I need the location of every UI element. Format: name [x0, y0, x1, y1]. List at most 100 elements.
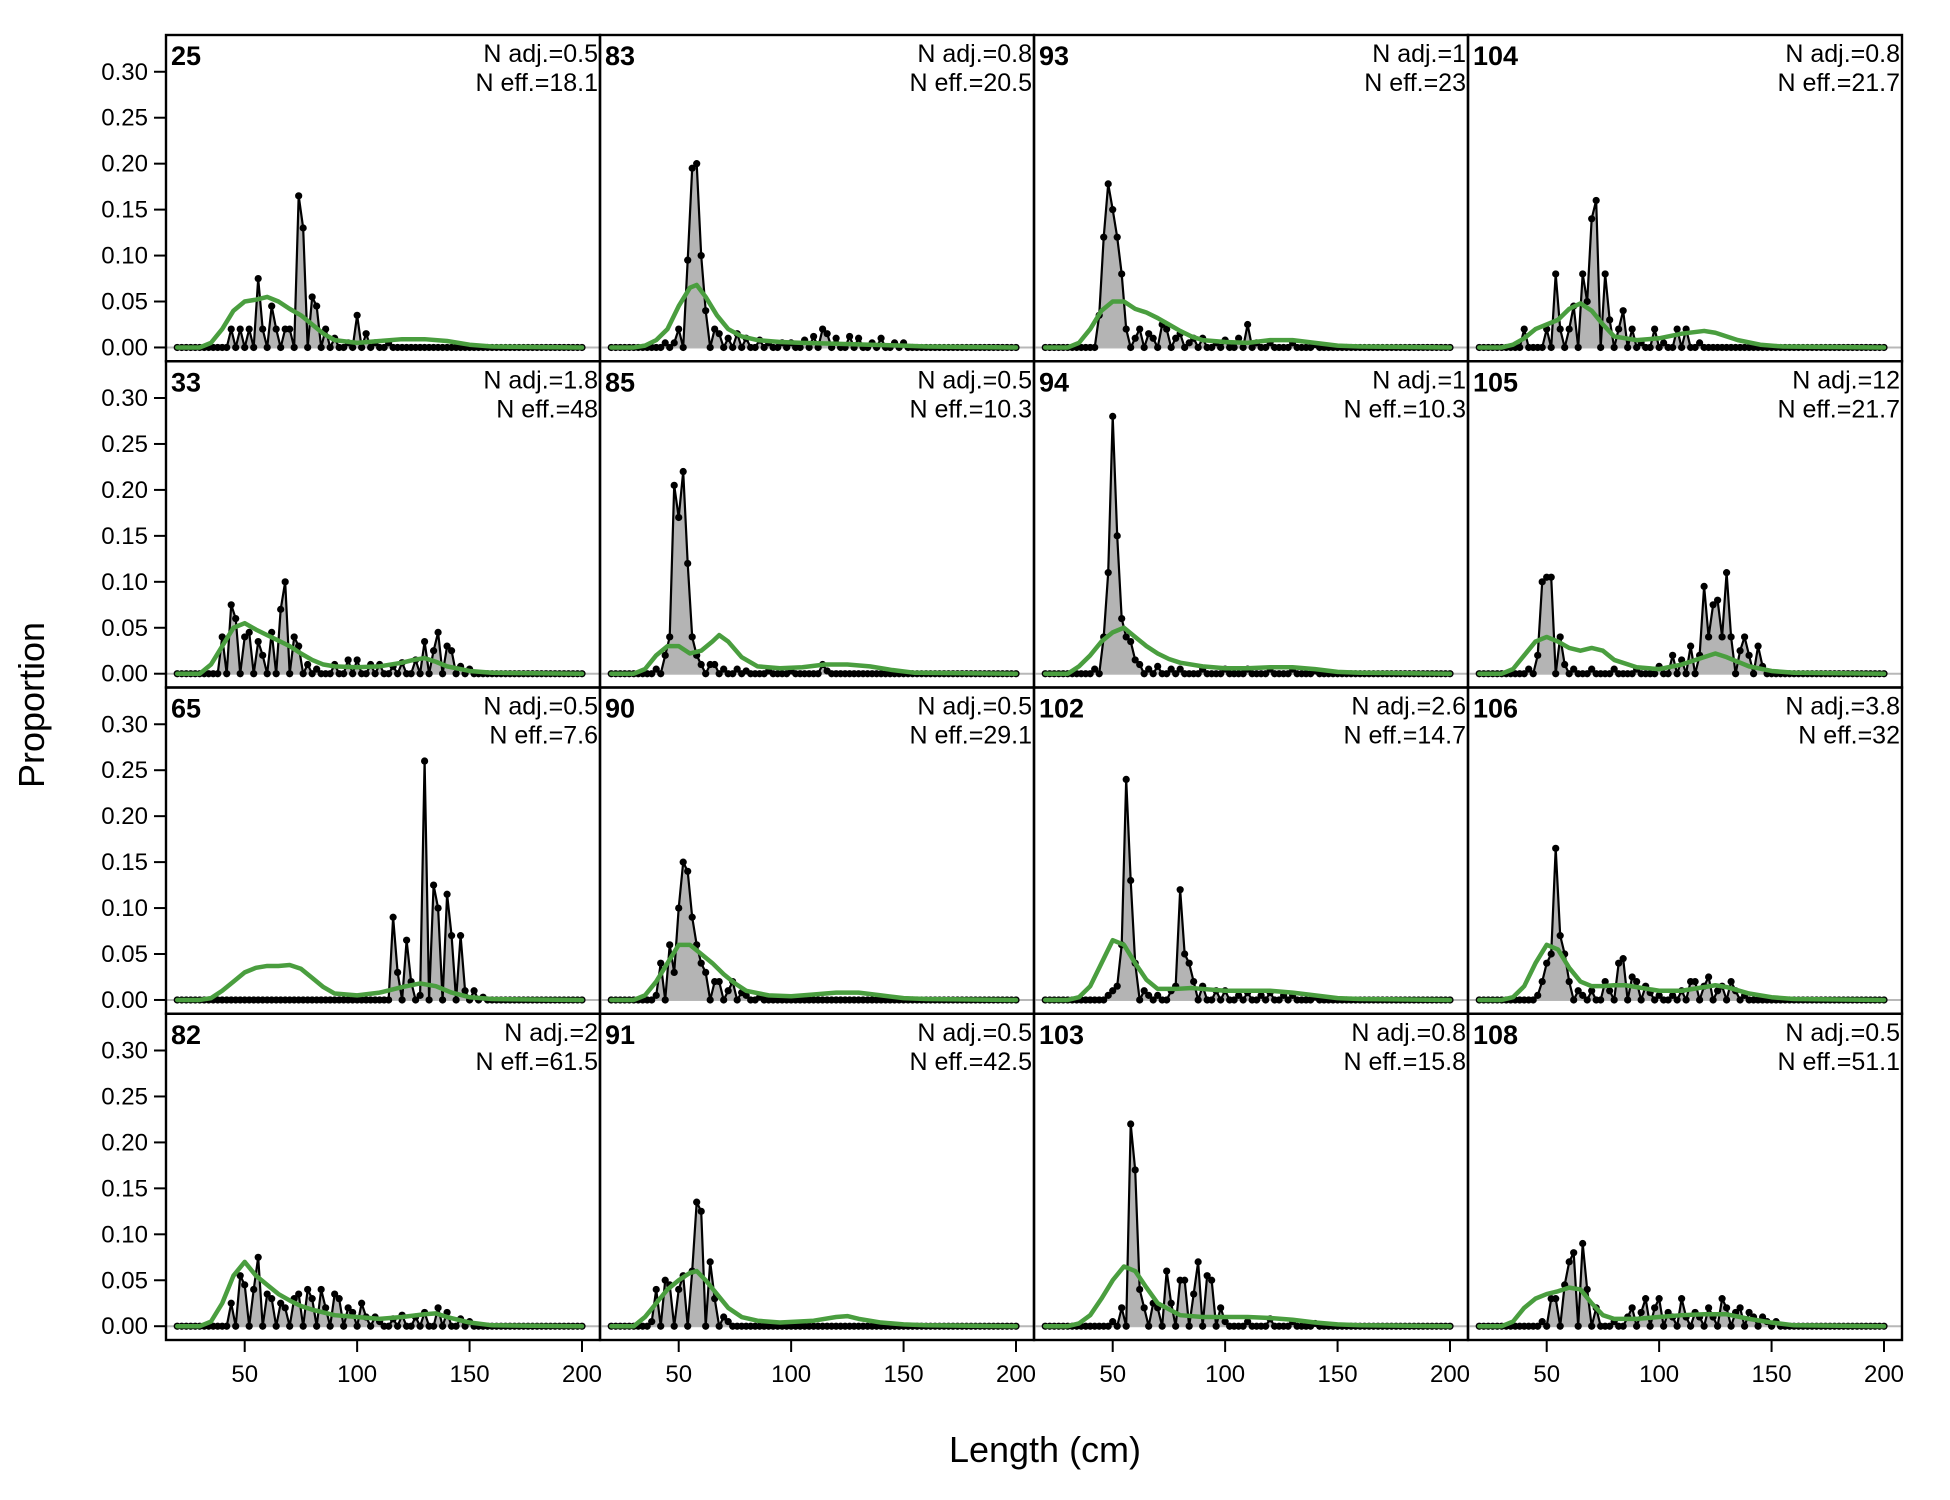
observed-point	[1230, 996, 1238, 1004]
observed-point	[308, 670, 316, 678]
observed-point	[416, 991, 424, 999]
observed-point	[259, 1322, 267, 1330]
observed-point	[1091, 343, 1099, 352]
observed-point	[1588, 1322, 1596, 1330]
observed-point	[358, 343, 366, 352]
observed-point	[724, 334, 732, 342]
expected-line	[1476, 634, 1887, 676]
observed-point	[1262, 1322, 1270, 1330]
observed-point	[1208, 996, 1216, 1004]
observed-point	[254, 1253, 262, 1261]
observed-point	[1257, 991, 1265, 999]
observed-point	[277, 343, 285, 352]
x-tick-label: 100	[337, 1361, 377, 1388]
panel-83: 83 N adj.=0.8N eff.=20.5	[598, 33, 1036, 363]
n-adj-label: N adj.=0.8	[917, 40, 1032, 68]
observed-point	[661, 996, 669, 1004]
observed-point	[1687, 642, 1695, 650]
n-adj-label: N adj.=0.5	[1785, 1019, 1900, 1047]
observed-point	[1284, 670, 1292, 678]
observed-point	[1718, 633, 1726, 641]
observed-point	[1660, 339, 1668, 347]
expected-line	[1042, 937, 1453, 1003]
observed-point	[443, 890, 451, 898]
observed-point	[241, 633, 249, 641]
observed-point	[1628, 1304, 1636, 1312]
observed-point	[1136, 660, 1144, 669]
observed-point	[241, 343, 249, 352]
observed-point	[733, 665, 741, 673]
observed-point	[1185, 339, 1193, 347]
observed-point	[349, 670, 357, 678]
observed-point	[1122, 775, 1130, 784]
expected-line	[174, 1259, 585, 1329]
observed-point	[720, 343, 728, 352]
observed-point	[1606, 670, 1614, 678]
observed-point	[1682, 996, 1690, 1004]
observed-point	[421, 757, 429, 765]
observed-point	[1601, 270, 1609, 278]
observed-point	[1127, 1120, 1135, 1128]
observed-point	[1705, 973, 1713, 981]
panel-label: 93	[1039, 41, 1069, 71]
observed-point	[1754, 1322, 1762, 1330]
observed-point	[371, 670, 379, 678]
observed-point	[335, 1295, 343, 1303]
expected-line	[174, 620, 585, 676]
observed-point	[697, 251, 705, 260]
observed-point	[1244, 1318, 1252, 1326]
y-tick-label: 0.15	[101, 1175, 148, 1202]
n-eff-label: N eff.=48	[496, 395, 598, 423]
observed-point	[389, 913, 397, 921]
observed-point	[1736, 1304, 1744, 1312]
observed-point	[702, 968, 710, 976]
observed-point	[429, 881, 438, 889]
n-eff-label: N eff.=20.5	[909, 69, 1032, 97]
observed-point	[1610, 996, 1618, 1004]
x-tick-label: 150	[450, 1361, 490, 1388]
y-tick-label: 0.00	[101, 661, 148, 688]
observed-point	[1284, 996, 1292, 1004]
observed-point	[1109, 206, 1117, 214]
observed-point	[1646, 343, 1654, 352]
observed-point	[1534, 651, 1542, 659]
observed-point	[1516, 343, 1524, 352]
y-tick-label: 0.15	[101, 197, 148, 224]
observed-point	[1127, 343, 1135, 352]
y-tick-label: 0.15	[101, 523, 148, 550]
expected-line	[174, 294, 585, 350]
observed-point	[1655, 991, 1663, 999]
y-tick-label: 0.25	[101, 1083, 148, 1110]
panel-85: 85 N adj.=0.5N eff.=10.3	[598, 360, 1036, 689]
observed-point	[814, 343, 822, 352]
panel-label: 106	[1473, 694, 1518, 724]
observed-point	[434, 904, 442, 912]
observed-point	[1109, 987, 1117, 995]
observed-point	[1136, 325, 1144, 333]
observed-point	[1122, 325, 1130, 333]
observed-point	[1163, 996, 1171, 1004]
x-tick-label: 200	[1430, 1361, 1470, 1388]
observed-point	[421, 637, 429, 646]
observed-point	[1731, 670, 1740, 678]
observed-point	[675, 1285, 683, 1294]
panel-label: 104	[1473, 41, 1518, 71]
observed-point	[1538, 1318, 1546, 1326]
observed-point	[322, 1304, 330, 1312]
y-tick-label: 0.30	[101, 711, 148, 738]
observed-point	[218, 633, 226, 641]
observed-point	[1538, 343, 1546, 352]
observed-point	[1588, 987, 1596, 995]
y-tick-label: 0.15	[101, 849, 148, 876]
y-tick-label: 0.30	[101, 1038, 148, 1065]
observed-point	[259, 325, 267, 333]
observed-point	[277, 1299, 285, 1307]
observed-point	[259, 651, 267, 659]
observed-point	[1181, 1276, 1189, 1284]
observed-point	[702, 1322, 710, 1330]
observed-point	[1529, 670, 1537, 678]
panel-label: 83	[605, 41, 635, 71]
observed-point	[1633, 977, 1641, 986]
observed-point	[706, 1258, 714, 1266]
observed-point	[1140, 1304, 1148, 1312]
